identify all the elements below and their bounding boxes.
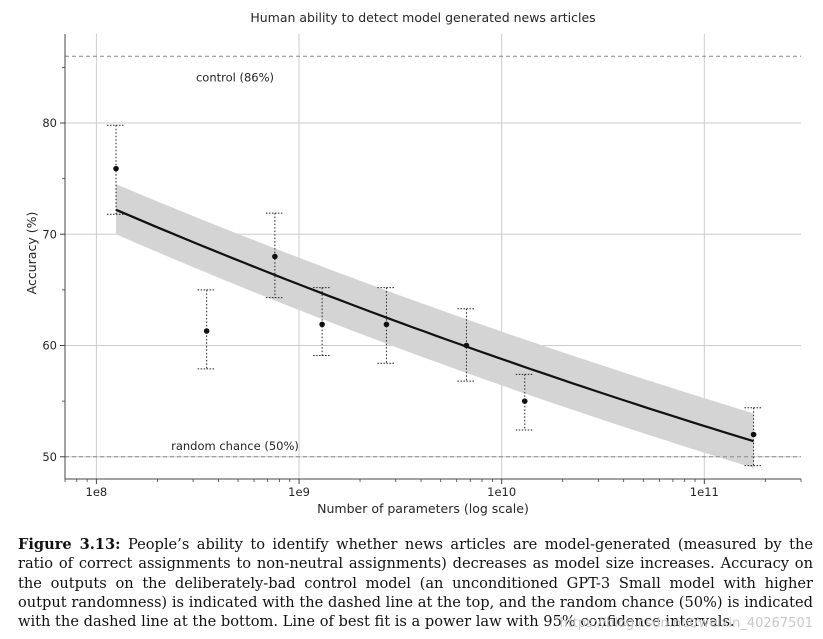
axes bbox=[60, 34, 802, 484]
chart-title: Human ability to detect model generated … bbox=[250, 10, 595, 25]
reference-line-label: control (86%) bbox=[196, 70, 274, 84]
watermark: https://blog.csdn.net/weixin_40267501 bbox=[559, 616, 813, 631]
data-points-layer bbox=[107, 124, 763, 467]
x-tick-label: 1e11 bbox=[690, 485, 719, 499]
data-point bbox=[463, 342, 470, 349]
reference-line-label: random chance (50%) bbox=[171, 439, 299, 453]
reference-lines-layer: control (86%) random chance (50%) bbox=[65, 55, 801, 458]
fit-line-layer bbox=[115, 208, 754, 443]
tick-labels: 50 60 70 80 1e8 1e9 1e10 1e11 bbox=[42, 116, 718, 499]
data-point bbox=[750, 431, 757, 438]
fit-line bbox=[115, 208, 754, 443]
caption-text: People’s ability to identify whether new… bbox=[18, 536, 813, 631]
x-tick-label: 1e10 bbox=[487, 485, 516, 499]
caption-label: Figure 3.13: bbox=[18, 536, 121, 553]
data-point bbox=[521, 398, 528, 404]
chart: control (86%) random chance (50%) 50 60 70 8… bbox=[24, 10, 802, 516]
figure-caption: Figure 3.13: People’s ability to identif… bbox=[18, 535, 813, 631]
y-tick-label: 50 bbox=[42, 450, 57, 464]
y-tick-label: 70 bbox=[42, 227, 57, 241]
x-tick-label: 1e9 bbox=[288, 485, 310, 499]
data-point bbox=[383, 321, 390, 328]
x-axis-label: Number of parameters (log scale) bbox=[317, 501, 529, 516]
data-point bbox=[203, 328, 210, 334]
x-tick-label: 1e8 bbox=[86, 485, 108, 499]
confidence-band-layer bbox=[116, 184, 754, 468]
y-axis-label: Accuracy (%) bbox=[24, 212, 39, 295]
data-point bbox=[113, 165, 119, 172]
data-point bbox=[272, 253, 278, 260]
confidence-band bbox=[116, 184, 754, 468]
data-point bbox=[319, 321, 325, 328]
y-tick-label: 80 bbox=[42, 116, 57, 130]
y-tick-label: 60 bbox=[42, 339, 57, 353]
